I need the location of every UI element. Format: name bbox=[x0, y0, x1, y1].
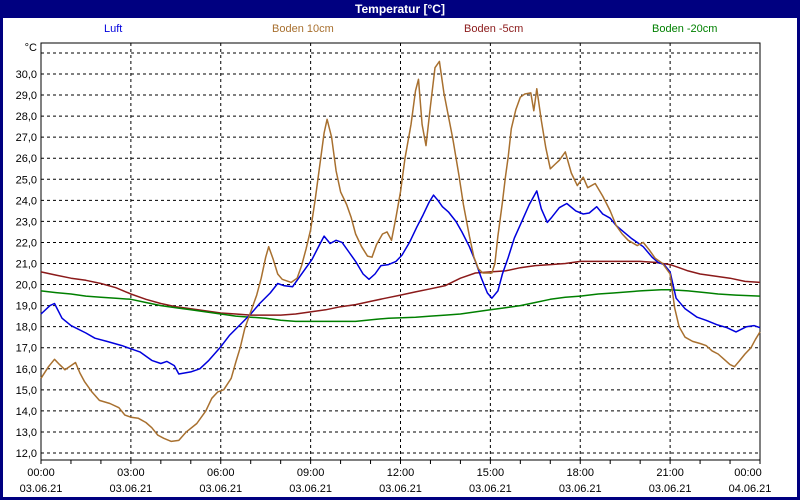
x-axis-time-label: 18:00 bbox=[566, 467, 594, 479]
y-axis-label: 20,0 bbox=[16, 280, 37, 292]
x-axis-date-label: 03.06.21 bbox=[109, 483, 152, 495]
window-title: Temperatur [°C] bbox=[355, 2, 445, 16]
y-axis-label: 17,0 bbox=[16, 343, 37, 355]
x-axis-time-label: 15:00 bbox=[477, 467, 505, 479]
x-axis-time-label: 03:00 bbox=[117, 467, 145, 479]
x-axis-time-label: 06:00 bbox=[207, 467, 235, 479]
y-axis-label: 21,0 bbox=[16, 259, 37, 271]
x-axis-date-label: 03.06.21 bbox=[379, 483, 422, 495]
x-axis-time-label: 12:00 bbox=[387, 467, 415, 479]
legend-item-luft: Luft bbox=[104, 23, 123, 35]
x-axis-date-label: 03.06.21 bbox=[289, 483, 332, 495]
window-title-bar: Temperatur [°C] bbox=[0, 0, 800, 18]
x-axis-date-label: 03.06.21 bbox=[199, 483, 242, 495]
x-axis-time-label: 00:00 bbox=[734, 467, 762, 479]
y-axis-label: 16,0 bbox=[16, 364, 37, 376]
y-axis-label: 30,0 bbox=[16, 69, 37, 81]
x-axis-time-label: 09:00 bbox=[297, 467, 325, 479]
y-axis-unit: °C bbox=[25, 42, 37, 54]
x-axis-date-label: 03.06.21 bbox=[559, 483, 602, 495]
x-axis-date-label: 03.06.21 bbox=[469, 483, 512, 495]
y-axis-label: 28,0 bbox=[16, 111, 37, 123]
y-axis-label: 26,0 bbox=[16, 153, 37, 165]
legend-item-boden-10cm: Boden 10cm bbox=[272, 23, 334, 35]
legend-item-boden-minus5cm: Boden -5cm bbox=[464, 23, 524, 35]
series-boden--5cm bbox=[40, 260, 761, 316]
legend-item-boden-minus20cm: Boden -20cm bbox=[652, 23, 718, 35]
y-axis-label: 27,0 bbox=[16, 132, 37, 144]
y-axis-label: 22,0 bbox=[16, 237, 37, 249]
y-axis-label: 18,0 bbox=[16, 322, 37, 334]
y-axis-label: 29,0 bbox=[16, 90, 37, 102]
x-axis-date-label: 03.06.21 bbox=[649, 483, 692, 495]
y-axis-label: 24,0 bbox=[16, 195, 37, 207]
series-boden--20cm bbox=[40, 289, 761, 323]
y-axis-label: 12,0 bbox=[16, 448, 37, 460]
y-axis-label: 15,0 bbox=[16, 385, 37, 397]
x-axis-date-label: 03.06.21 bbox=[20, 483, 63, 495]
y-axis-label: 14,0 bbox=[16, 406, 37, 418]
y-axis-label: 13,0 bbox=[16, 427, 37, 439]
y-axis-label: 19,0 bbox=[16, 301, 37, 313]
x-axis-time-label: 00:00 bbox=[27, 467, 55, 479]
series-boden-10cm bbox=[40, 60, 761, 443]
series-luft bbox=[40, 190, 761, 375]
x-axis-date-label: 04.06.21 bbox=[729, 483, 772, 495]
y-axis-label: 25,0 bbox=[16, 174, 37, 186]
y-axis-label: 23,0 bbox=[16, 216, 37, 228]
x-axis-time-label: 21:00 bbox=[656, 467, 684, 479]
